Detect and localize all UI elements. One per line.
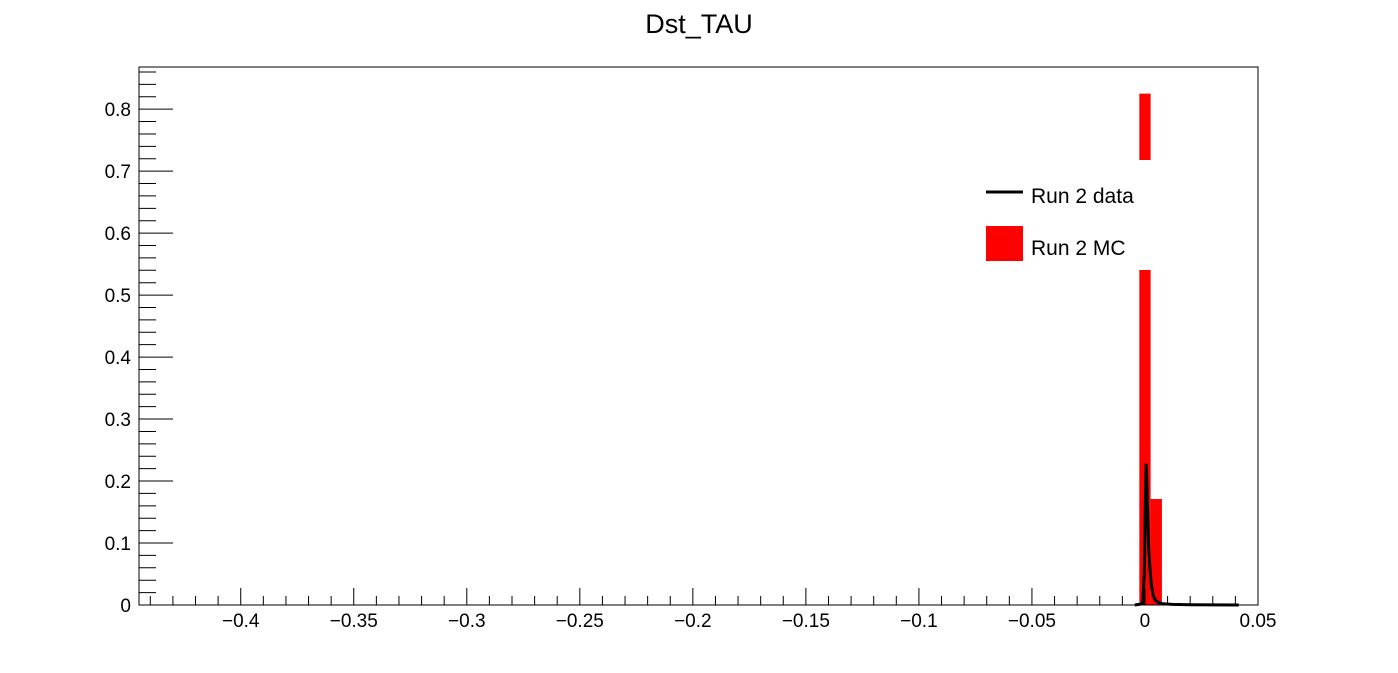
legend-data-label: Run 2 data (1031, 185, 1134, 208)
y-tick-label: 0.1 (105, 534, 131, 555)
legend-mc-label: Run 2 MC (1031, 237, 1126, 260)
x-tick-label: −0.15 (782, 611, 830, 632)
x-tick-label: −0.3 (448, 611, 486, 632)
plot-frame (138, 66, 1259, 606)
y-tick-label: 0.7 (105, 162, 131, 183)
y-tick-label: 0.8 (105, 100, 131, 121)
x-tick-label: −0.05 (1008, 611, 1056, 632)
legend-mc-swatch (986, 226, 1023, 261)
y-axis: 0 0.1 0.2 0.3 0.4 0.5 0.6 0.7 0.8 (105, 71, 173, 617)
x-tick-label: 0.05 (1240, 611, 1277, 632)
x-tick-label: −0.2 (674, 611, 712, 632)
x-tick-label: −0.4 (222, 611, 260, 632)
mc-bar-0 (1139, 93, 1151, 606)
y-tick-label: 0 (120, 596, 131, 617)
chart-title: Dst_TAU (645, 9, 753, 39)
y-tick-label: 0.6 (105, 224, 131, 245)
data-line (1134, 463, 1239, 607)
x-tick-label: 0 (1140, 611, 1151, 632)
x-tick-label: −0.35 (330, 611, 378, 632)
y-tick-label: 0.4 (105, 348, 132, 369)
x-axis: −0.4 −0.35 −0.3 −0.25 −0.2 −0.15 −0.1 −0.05 0 0.0… (149, 588, 1277, 632)
y-tick-label: 0.3 (105, 410, 131, 431)
y-tick-label: 0.2 (105, 472, 131, 493)
mc-bars (1139, 93, 1162, 606)
mc-bar-1 (1150, 499, 1162, 605)
x-tick-label: −0.1 (900, 611, 938, 632)
x-tick-label: −0.25 (556, 611, 604, 632)
y-tick-label: 0.5 (105, 286, 131, 307)
